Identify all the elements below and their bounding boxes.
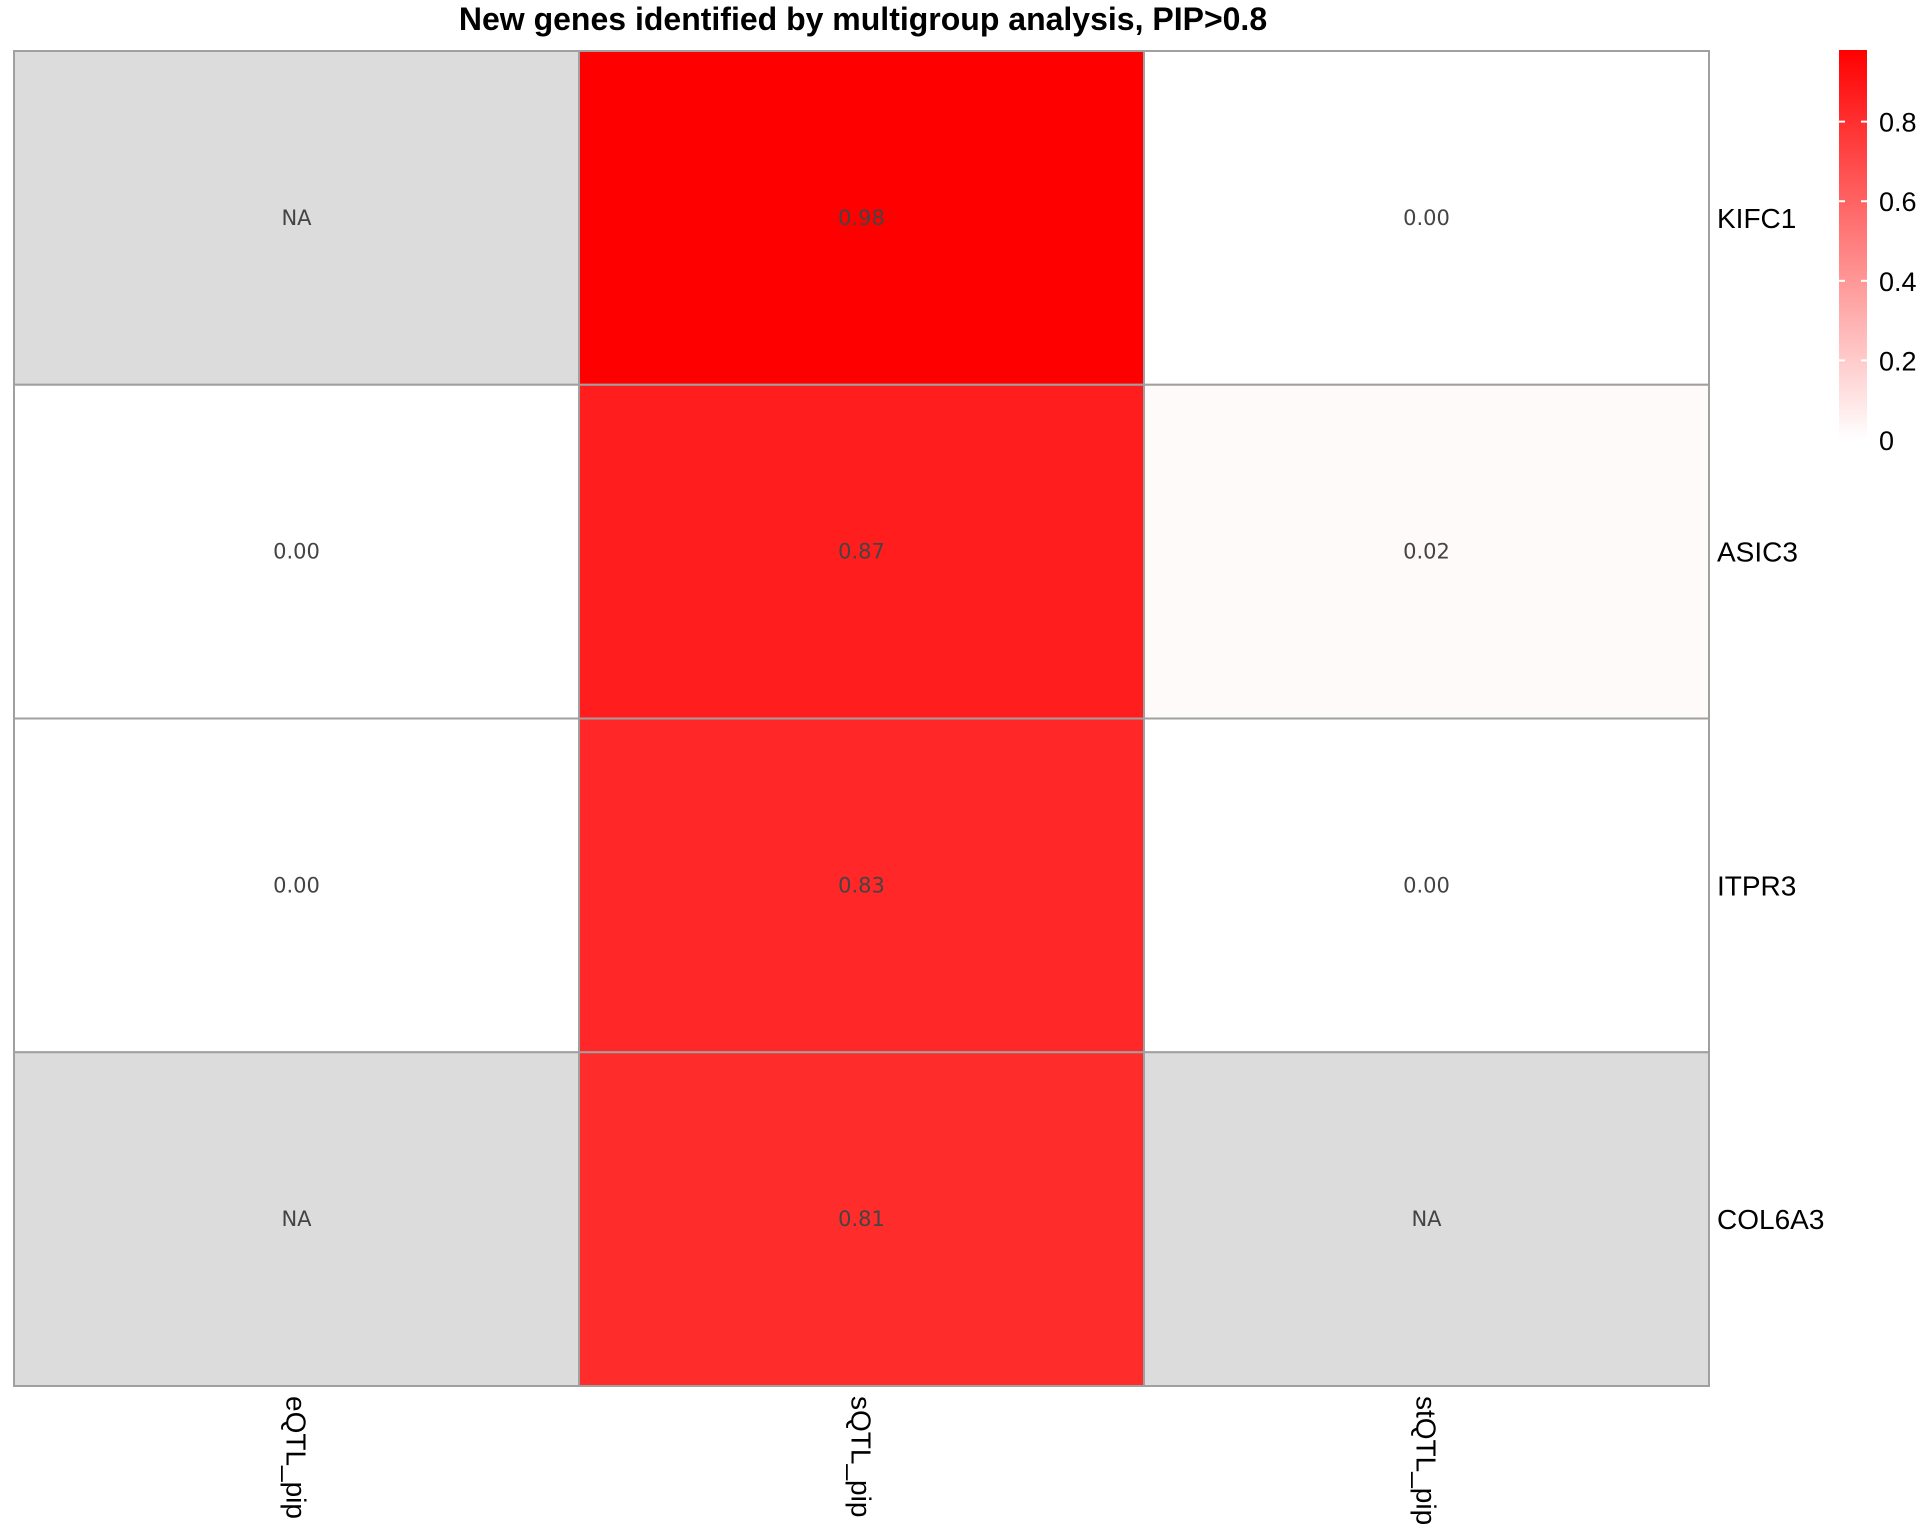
- chart-title: New genes identified by multigroup analy…: [459, 1, 1267, 37]
- heatmap-cells: [13, 50, 1710, 1387]
- column-label-sqtl-pip: sQTL_pip: [846, 1396, 877, 1517]
- cell-value-label: 0.98: [838, 206, 885, 230]
- cell-value-label: 0.83: [838, 873, 885, 897]
- heatmap-cell-asic3-stqtl-pip: [1143, 383, 1710, 720]
- cell-value-label: 0.00: [273, 540, 320, 564]
- cell-value-label: NA: [281, 1207, 312, 1231]
- cell-value-label: 0.02: [1403, 540, 1450, 564]
- heatmap-cell-asic3-eqtl-pip: [13, 383, 580, 720]
- cell-value-label: 0.00: [273, 873, 320, 897]
- row-label-kifc1: KIFC1: [1717, 203, 1796, 234]
- column-label-stqtl-pip: stQTL_pip: [1411, 1396, 1442, 1525]
- legend-tick-label: 0.2: [1879, 346, 1917, 376]
- heatmap-cell-col6a3-eqtl-pip: [13, 1051, 580, 1387]
- heatmap-cell-kifc1-sqtl-pip: [578, 50, 1145, 386]
- row-label-itpr3: ITPR3: [1717, 870, 1796, 901]
- heatmap-cell-kifc1-eqtl-pip: [13, 50, 580, 386]
- heatmap-cell-labels: NA 0.98 0.00 0.00 0.87 0.02 0.00 0.83 0.00 NA 0.81…: [273, 206, 1450, 1231]
- heatmap-cell-col6a3-stqtl-pip: [1143, 1051, 1710, 1387]
- legend-color-bar: [1839, 50, 1867, 440]
- heatmap-cell-itpr3-eqtl-pip: [13, 717, 580, 1054]
- legend-ticks: 0 0.2 0.4 0.6 0.8: [1839, 108, 1917, 456]
- heatmap-cell-asic3-sqtl-pip: [578, 383, 1145, 720]
- legend-tick-label: 0: [1879, 426, 1894, 456]
- row-label-col6a3: COL6A3: [1717, 1204, 1824, 1235]
- cell-value-label: 0.81: [838, 1207, 885, 1231]
- cell-value-label: 0.00: [1403, 206, 1450, 230]
- row-labels: KIFC1 ASIC3 ITPR3 COL6A3: [1717, 203, 1824, 1235]
- row-label-asic3: ASIC3: [1717, 537, 1798, 568]
- color-legend: 0 0.2 0.4 0.6 0.8: [1839, 50, 1917, 456]
- cell-value-label: NA: [281, 206, 312, 230]
- heatmap-cell-kifc1-stqtl-pip: [1143, 50, 1710, 386]
- cell-value-label: 0.00: [1403, 873, 1450, 897]
- cell-value-label: NA: [1411, 1207, 1442, 1231]
- legend-tick-label: 0.6: [1879, 187, 1917, 217]
- column-labels: eQTL_pip sQTL_pip stQTL_pip: [281, 1396, 1442, 1525]
- legend-tick-label: 0.4: [1879, 267, 1917, 297]
- heatmap-cell-itpr3-sqtl-pip: [578, 717, 1145, 1054]
- cell-value-label: 0.87: [838, 540, 885, 564]
- legend-tick-label: 0.8: [1879, 108, 1917, 138]
- column-label-eqtl-pip: eQTL_pip: [281, 1396, 312, 1519]
